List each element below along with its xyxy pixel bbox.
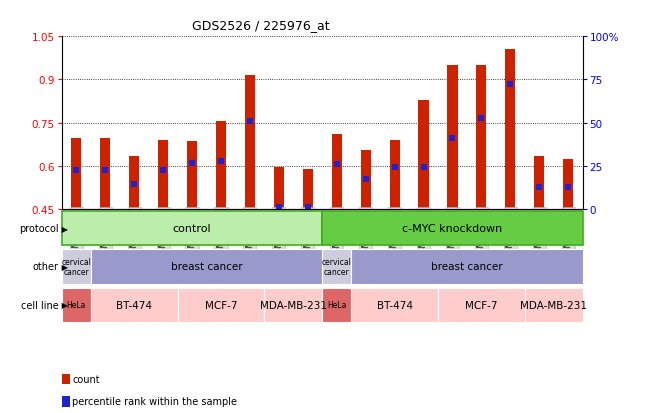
Text: BT-474: BT-474 (376, 300, 413, 310)
Text: GSM136096: GSM136096 (332, 210, 341, 256)
Text: MCF-7: MCF-7 (465, 300, 497, 310)
Bar (158, 140, 168, 209)
Text: GSM136084: GSM136084 (448, 210, 457, 256)
Text: GSM136092: GSM136092 (564, 210, 573, 256)
Text: cell line: cell line (21, 300, 59, 310)
Point (419, 164, 429, 171)
Bar (331, 135, 342, 209)
Bar (477, 66, 486, 209)
Text: GSM136081: GSM136081 (159, 210, 167, 256)
Text: c-MYC knockdown: c-MYC knockdown (402, 223, 503, 233)
Text: MCF-7: MCF-7 (204, 300, 237, 310)
Bar (178, 288, 264, 322)
Point (505, 81, 516, 88)
Text: GSM136079: GSM136079 (130, 210, 139, 256)
Bar (303, 169, 313, 209)
Text: cervical
cancer: cervical cancer (322, 257, 352, 276)
Bar (71, 139, 81, 209)
Point (534, 185, 544, 191)
Point (100, 167, 111, 174)
Point (215, 159, 226, 165)
Text: GSM136083: GSM136083 (187, 210, 197, 256)
Point (245, 119, 255, 125)
Bar (361, 151, 370, 209)
Bar (264, 288, 322, 322)
Bar (419, 100, 428, 209)
Text: ▶: ▶ (59, 224, 68, 233)
Text: HeLa: HeLa (66, 301, 86, 310)
Bar (351, 288, 438, 322)
Text: ▶: ▶ (59, 301, 68, 310)
Point (273, 205, 284, 211)
Bar (563, 159, 574, 209)
Text: other: other (33, 262, 59, 272)
Text: percentile rank within the sample: percentile rank within the sample (72, 396, 237, 406)
Text: GSM136097: GSM136097 (101, 210, 110, 256)
Text: breast cancer: breast cancer (431, 262, 503, 272)
Text: cervical
cancer: cervical cancer (61, 257, 91, 276)
Bar (525, 288, 583, 322)
Text: GSM136080: GSM136080 (390, 210, 399, 256)
Text: GSM136087: GSM136087 (245, 210, 255, 256)
Text: GSM136082: GSM136082 (419, 210, 428, 256)
Bar (90, 288, 178, 322)
Bar (438, 288, 525, 322)
Point (71, 167, 81, 174)
Text: GSM136089: GSM136089 (274, 210, 283, 256)
Bar (274, 168, 284, 209)
Bar (322, 249, 351, 284)
Bar (129, 156, 139, 209)
Bar (245, 76, 255, 209)
Point (447, 136, 458, 142)
Bar (100, 139, 110, 209)
Text: BT-474: BT-474 (116, 300, 152, 310)
Text: HeLa: HeLa (327, 301, 346, 310)
Bar (322, 211, 583, 246)
Point (187, 160, 197, 167)
Text: ▶: ▶ (59, 262, 68, 271)
Point (331, 161, 342, 168)
Bar (389, 140, 400, 209)
Bar (62, 249, 90, 284)
Point (563, 185, 574, 191)
Point (361, 176, 371, 183)
Text: GSM136086: GSM136086 (477, 210, 486, 256)
Point (389, 164, 400, 171)
Bar (187, 142, 197, 209)
Text: GSM136090: GSM136090 (534, 210, 544, 256)
Bar (322, 288, 351, 322)
Text: GSM136085: GSM136085 (217, 210, 225, 256)
Bar (534, 156, 544, 209)
Text: control: control (173, 223, 212, 233)
Bar (62, 288, 90, 322)
Bar (447, 66, 458, 209)
Text: GSM136091: GSM136091 (303, 210, 312, 256)
Text: breast cancer: breast cancer (171, 262, 242, 272)
Bar (90, 249, 322, 284)
Text: GSM136095: GSM136095 (72, 210, 81, 256)
Text: GSM136098: GSM136098 (361, 210, 370, 256)
Bar (216, 122, 226, 209)
Bar (62, 211, 322, 246)
Text: protocol: protocol (19, 223, 59, 233)
Text: GSM136088: GSM136088 (506, 210, 515, 256)
Point (303, 205, 313, 211)
Point (476, 116, 486, 122)
Text: MDA-MB-231: MDA-MB-231 (520, 300, 587, 310)
Bar (351, 249, 583, 284)
Text: MDA-MB-231: MDA-MB-231 (260, 300, 327, 310)
Point (129, 182, 139, 188)
Point (158, 167, 169, 174)
Text: GDS2526 / 225976_at: GDS2526 / 225976_at (191, 19, 329, 31)
Text: count: count (72, 374, 100, 384)
Bar (505, 50, 516, 209)
